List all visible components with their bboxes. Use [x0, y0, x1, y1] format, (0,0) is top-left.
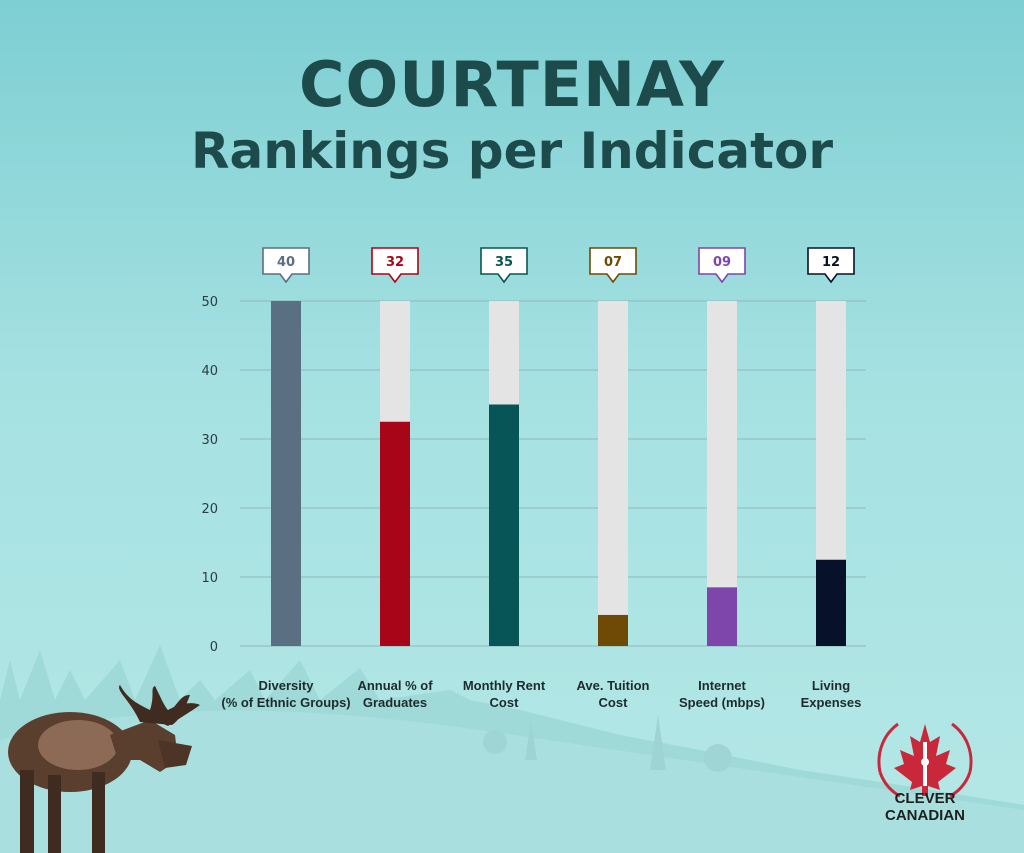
brand-wordmark: CLEVER CANADIAN: [850, 790, 1000, 824]
callout-box: [371, 247, 419, 284]
background-scenery: [0, 645, 1024, 853]
x-tick-label: Cost: [599, 695, 629, 710]
x-tick-label: Monthly Rent: [463, 678, 546, 693]
y-tick-label: 50: [201, 295, 218, 310]
bar-track: [598, 301, 628, 646]
bar: [707, 587, 737, 646]
maple-leaf-logo-icon: [877, 722, 973, 798]
value-callout: 12: [807, 247, 855, 284]
x-tick-label: Expenses: [801, 695, 862, 710]
x-tick-label: Living: [812, 678, 850, 693]
callout-box: [262, 247, 310, 284]
value-callout: 07: [589, 247, 637, 284]
x-tick-label: (% of Ethnic Groups): [221, 695, 350, 710]
x-tick-label: Diversity: [259, 678, 315, 693]
y-tick-label: 40: [201, 364, 218, 379]
x-tick-label: Annual % of: [357, 678, 433, 693]
value-callout: 09: [698, 247, 746, 284]
bar: [271, 301, 301, 646]
grid-lines: [240, 300, 866, 647]
data-label: 40: [277, 255, 295, 270]
value-callout: 40: [262, 247, 310, 284]
moose-illustration: [8, 685, 200, 853]
value-callout: 32: [371, 247, 419, 284]
data-label: 32: [386, 255, 404, 270]
data-label: 07: [604, 255, 622, 270]
data-label: 35: [495, 255, 513, 270]
bars: [271, 301, 846, 646]
brand-line-2: CANADIAN: [885, 807, 965, 824]
brand-line-1: CLEVER: [894, 790, 956, 807]
callout-box: [480, 247, 528, 284]
x-tick-label: Ave. Tuition: [577, 678, 650, 693]
value-callouts: 40 32 35 07 09 12: [262, 247, 855, 284]
x-axis-labels: Diversity (% of Ethnic Groups) Annual % of…: [221, 678, 861, 710]
x-tick-label: Cost: [490, 695, 520, 710]
y-tick-label: 20: [201, 502, 218, 517]
bar: [489, 404, 519, 646]
y-tick-label: 10: [201, 571, 218, 586]
bar: [380, 421, 410, 646]
bar: [598, 614, 628, 646]
data-label: 12: [822, 255, 840, 270]
callout-box: [807, 247, 855, 284]
y-tick-label: 30: [201, 433, 218, 448]
data-label: 09: [713, 255, 731, 270]
callout-box: [698, 247, 746, 284]
chart-subtitle: Rankings per Indicator: [191, 122, 833, 180]
chart-title: COURTENAY: [299, 48, 725, 121]
x-tick-label: Graduates: [363, 695, 427, 710]
bar: [816, 559, 846, 646]
callout-box: [589, 247, 637, 284]
x-tick-label: Internet: [698, 678, 746, 693]
value-callout: 35: [480, 247, 528, 284]
x-tick-label: Speed (mbps): [679, 695, 765, 710]
y-axis-ticks: 0 10 20 30 40 50: [201, 295, 218, 655]
y-tick-label: 0: [210, 640, 218, 655]
